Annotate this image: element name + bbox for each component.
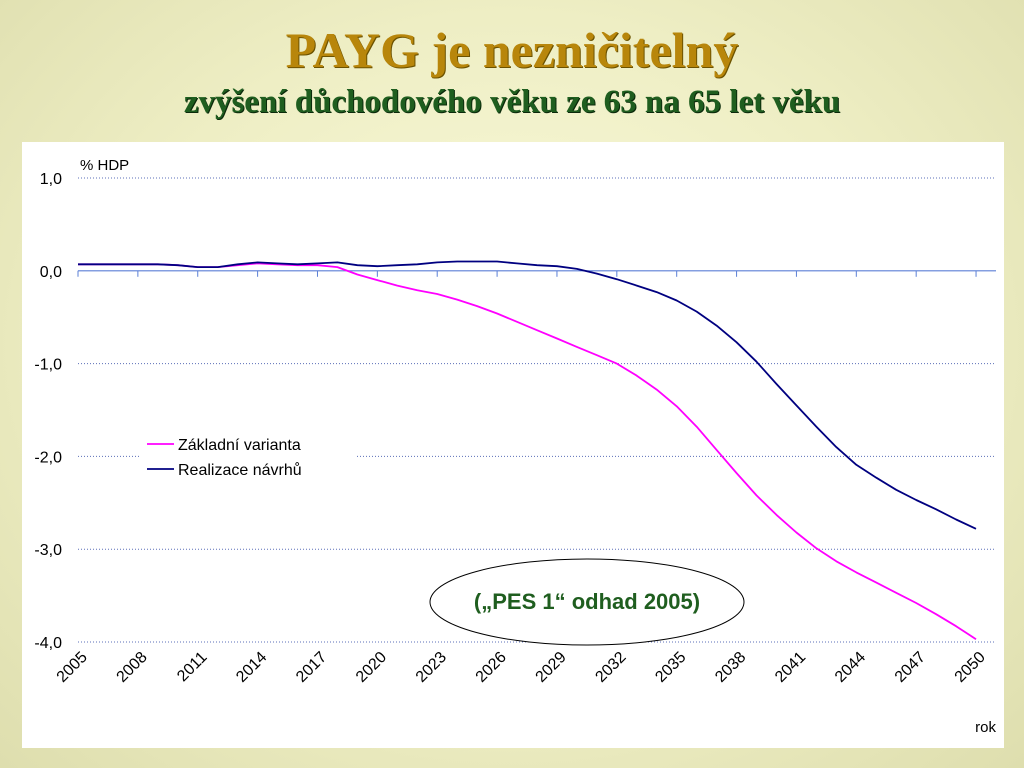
page-subtitle: zvýšení důchodového věku ze 63 na 65 let…: [183, 84, 841, 120]
x-axis-ticks: 2005 2008 2011 2014 2017 2020 2023 2026 2029 2032…: [54, 649, 989, 686]
x-tick-label: 2035: [652, 649, 689, 686]
x-tick-label: 2023: [413, 649, 450, 686]
y-axis-ticks: 1,0 0,0 -1,0 -2,0 -3,0 -4,0: [34, 171, 62, 652]
line-chart: 1,00,0-1,0-2,0-3,0-4,0 2005 2008 2011 2014 2…: [34, 157, 996, 736]
x-tick-label: 2014: [233, 649, 270, 686]
y-tick-label: 0,0: [40, 264, 62, 281]
x-tick-label: 2017: [293, 649, 330, 686]
annotation-ellipse: [429, 558, 745, 646]
annotation-text: („PES 1“ odhad 2005): [474, 589, 700, 614]
legend-label-zakladni: Základní varianta: [178, 437, 301, 454]
y-tick-label: -3,0: [34, 542, 62, 559]
x-axis-title: rok: [975, 719, 996, 736]
x-tick-label: 2050: [952, 649, 989, 686]
x-tick-label: 2047: [892, 649, 929, 686]
x-tick-label: 2005: [54, 649, 91, 686]
zero-axis: [77, 270, 996, 277]
legend-label-realizace: Realizace návrhů: [178, 461, 302, 479]
y-tick-label: -4,0: [34, 635, 62, 652]
x-tick-label: 2029: [533, 649, 570, 686]
y-axis-title: % HDP: [80, 157, 129, 174]
x-tick-label: 2041: [772, 649, 809, 686]
x-tick-label: 2026: [473, 649, 510, 686]
annotation-callout: („PES 1“ odhad 2005): [429, 558, 745, 646]
x-tick-label: 2044: [832, 649, 869, 686]
x-tick-label: 2020: [353, 649, 390, 686]
page-title: PAYG je nezničitelný: [285, 22, 739, 78]
y-tick-label: -2,0: [34, 449, 62, 466]
chart-panel: 1,0 0,0 -1,0 -2,0 -3,0 -4,0 2005 2008 2011 2014 2…: [22, 142, 1004, 748]
legend-background: [140, 428, 355, 480]
legend: Základní varianta Realizace návrhů: [140, 428, 355, 480]
y-tick-label: 1,0: [40, 171, 62, 188]
x-tick-label: 2038: [712, 649, 749, 686]
series-line-realizace: [78, 260, 977, 530]
x-tick-label: 2008: [114, 649, 151, 686]
x-tick-label: 2011: [174, 649, 210, 685]
y-tick-label: -1,0: [34, 357, 62, 374]
series-lines: [78, 260, 977, 640]
x-tick-label: 2032: [592, 649, 629, 686]
